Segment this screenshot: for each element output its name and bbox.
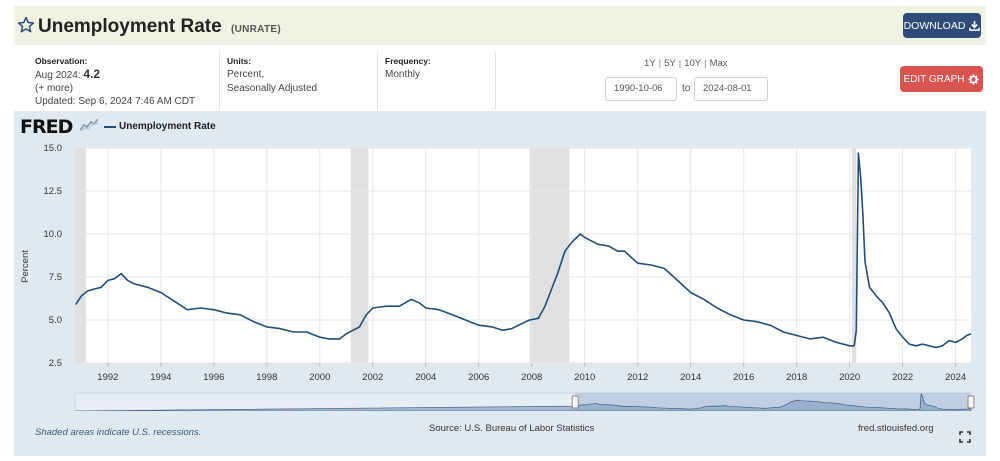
divider [495,52,496,110]
x-tick-label: 2006 [468,372,489,383]
gear-icon [968,73,980,85]
y-tick-label: 5.0 [49,315,62,326]
unemployment-chart[interactable]: 2.5 5.0 7.5 10.0 12.5 15.0 1992 1994 1996 1998 200… [14,111,986,411]
recession-band [75,148,86,363]
series-line [75,152,972,349]
units-line1: Percent, [227,69,265,80]
fred-logo-icon [80,119,98,131]
download-button[interactable]: DOWNLOAD [903,13,981,38]
plot-area [75,148,971,363]
y-tick-label: 10.0 [44,229,63,240]
x-tick-label: 2010 [574,372,595,383]
more-link[interactable]: (+ more) [35,83,74,94]
divider [377,52,378,110]
x-tick-label: 2008 [521,372,542,383]
y-tick-label: 15.0 [44,143,63,154]
legend-swatch [104,126,116,128]
x-tick-label: 2000 [309,372,330,383]
observation-value: 4.2 [83,67,101,81]
period-1y[interactable]: 1Y [644,58,656,69]
x-tick-label: 2016 [733,372,754,383]
navigator-selection [575,393,971,411]
end-date-input[interactable]: 2024-08-01 [694,77,768,101]
recession-note: Shaded areas indicate U.S. recessions. [35,427,202,438]
source-text: Source: U.S. Bureau of Labor Statistics [429,423,595,434]
y-tick-label: 2.5 [49,358,62,369]
recession-band [350,148,369,363]
x-tick-label: 1992 [97,372,118,383]
frequency-value: Monthly [385,69,421,80]
x-tick-label: 2002 [362,372,383,383]
observation-period: Aug 2024: [35,70,81,81]
units-block: Units: Percent, Seasonally Adjusted [227,55,317,96]
x-tick-label: 1994 [150,372,171,383]
observation-label: Observation: [35,56,88,66]
edit-graph-label: EDIT GRAPH [903,73,965,85]
frequency-block: Frequency: Monthly [385,55,431,81]
x-tick-label: 2014 [680,372,701,383]
series-id: (UNRATE) [230,24,281,35]
star-icon[interactable] [17,16,35,34]
observation-block: Observation: Aug 2024: 4.2 (+ more) Upda… [35,55,195,108]
download-icon [969,20,981,31]
series-title: Unemployment Rate (UNRATE) [38,16,281,38]
start-date-input[interactable]: 1990-10-06 [605,77,677,101]
frequency-label: Frequency: [385,56,431,66]
y-tick-label: 12.5 [44,186,63,197]
x-tick-label: 1998 [256,372,277,383]
period-max[interactable]: Max [709,58,728,69]
edit-graph-button[interactable]: EDIT GRAPH [900,66,983,92]
series-title-text: Unemployment Rate [38,16,222,37]
updated-label: Updated: [35,96,76,107]
period-10y[interactable]: 10Y [684,58,702,69]
to-label: to [682,83,691,94]
x-tick-label: 2024 [945,372,966,383]
x-tick-label: 2004 [415,372,436,383]
units-line2: Seasonally Adjusted [227,83,318,94]
legend-label: Unemployment Rate [119,121,216,132]
expand-icon[interactable] [959,431,971,443]
navigator-handle-right[interactable] [967,395,975,409]
x-tick-label: 2020 [839,372,860,383]
x-tick-label: 2022 [892,372,913,383]
download-label: DOWNLOAD [903,19,966,32]
updated-value: Sep 6, 2024 7:46 AM CDT [78,96,196,107]
units-label: Units: [227,56,252,66]
navigator-handle-left[interactable] [571,395,579,409]
period-5y[interactable]: 5Y [664,58,676,69]
period-links: 1Y | 5Y | 10Y | Max [644,58,728,69]
divider [219,52,220,110]
x-tick-label: 2018 [786,372,807,383]
navigator-area [74,393,972,411]
site-link[interactable]: fred.stlouisfed.org [858,423,934,434]
fred-logo: FRED [20,116,73,138]
title-bar: Unemployment Rate (UNRATE) DOWNLOAD [14,6,986,45]
x-tick-label: 2012 [627,372,648,383]
x-tick-label: 1996 [203,372,224,383]
y-tick-label: 7.5 [49,272,62,283]
recession-band [851,148,857,363]
graph-panel: FRED Unemployment Rate Percent 2.5 5.0 7.5… [14,111,986,456]
